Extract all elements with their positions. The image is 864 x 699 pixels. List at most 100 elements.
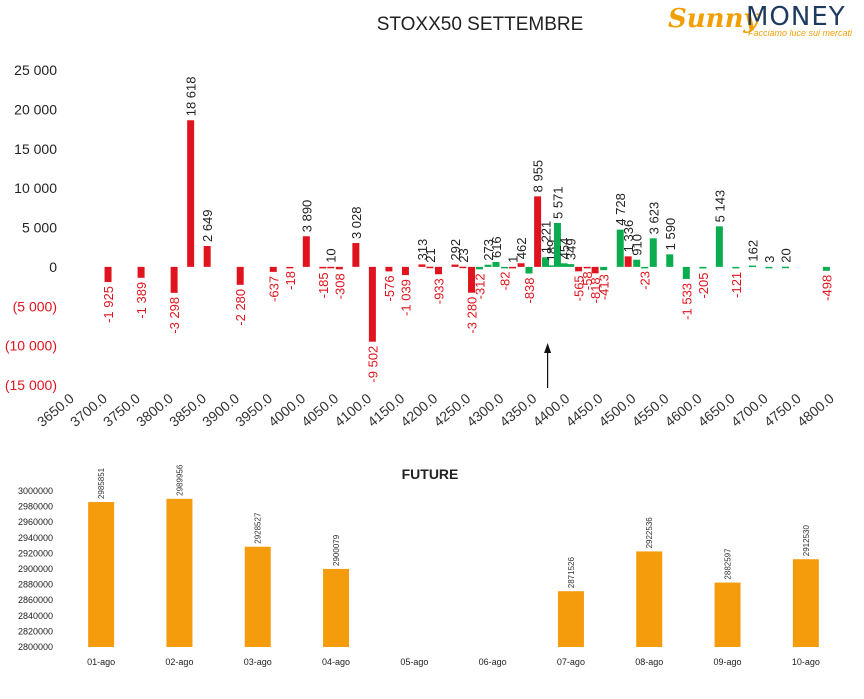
x-tick-label: 06-ago	[479, 657, 507, 667]
data-label: -1 039	[398, 279, 413, 316]
x-tick-label: 01-ago	[87, 657, 115, 667]
y-tick-label: 5 000	[22, 220, 57, 236]
y-tick-label: 0	[49, 259, 57, 275]
data-label: 5 143	[712, 190, 727, 223]
data-label: -82	[498, 272, 513, 291]
x-tick-label: 04-ago	[322, 657, 350, 667]
logo-brand-a: Sunny	[668, 4, 759, 34]
chart-title: STOXX50 SETTEMBRE	[376, 14, 584, 35]
bar	[302, 236, 310, 267]
bar	[616, 229, 624, 267]
data-label: 162	[745, 240, 760, 262]
bar	[327, 266, 335, 269]
bar	[542, 257, 550, 267]
bar	[203, 246, 211, 267]
bar	[323, 568, 350, 647]
bar	[732, 266, 740, 269]
data-label: 3	[762, 256, 777, 263]
future-chart-title: FUTURE	[401, 466, 459, 482]
bar	[748, 265, 756, 268]
data-label: 2882597	[724, 548, 733, 580]
bar	[792, 559, 819, 647]
data-label: -838	[522, 277, 537, 303]
data-label: 2985851	[97, 467, 106, 499]
bar	[492, 262, 500, 267]
data-label: 2928527	[254, 512, 263, 544]
bar	[517, 263, 525, 267]
bar	[286, 266, 294, 269]
data-label: -565	[572, 275, 587, 301]
y-tick-label: (15 000)	[5, 377, 57, 393]
data-label: 616	[489, 236, 504, 258]
data-label: -121	[729, 272, 744, 298]
data-label: 10	[324, 248, 339, 262]
bar	[624, 256, 632, 267]
data-label: -413	[597, 274, 612, 300]
bar	[781, 266, 789, 269]
data-label: 3 623	[646, 202, 661, 235]
bar	[385, 266, 393, 272]
data-label: 2871526	[567, 557, 576, 589]
bar	[451, 264, 459, 267]
bar	[459, 266, 467, 269]
data-label: -23	[638, 271, 653, 290]
bar	[475, 266, 483, 270]
logo-brand-b: MONEY	[746, 2, 846, 32]
data-label: 21	[423, 248, 438, 262]
data-label: 2 649	[200, 209, 215, 242]
y-tick-label: (5 000)	[13, 298, 57, 314]
data-label: -933	[431, 278, 446, 304]
data-label: 292	[448, 239, 463, 261]
bar	[699, 266, 707, 269]
x-tick-label: 07-ago	[557, 657, 585, 667]
bar	[434, 266, 442, 275]
data-label: -3 298	[167, 297, 182, 334]
bar	[187, 120, 195, 267]
bar	[525, 266, 533, 274]
data-label: 273	[481, 239, 496, 261]
y-tick-label: 2820000	[18, 626, 53, 636]
y-tick-label: 2860000	[18, 595, 53, 605]
data-label: 8 955	[531, 160, 546, 193]
bar	[557, 591, 584, 647]
x-tick-label: 05-ago	[400, 657, 428, 667]
bar	[633, 259, 641, 267]
bar	[468, 266, 476, 293]
bar	[682, 266, 690, 279]
data-label: 349	[564, 238, 579, 260]
bar	[534, 196, 542, 267]
data-label: 18 618	[184, 76, 199, 116]
bar	[715, 226, 723, 267]
y-tick-label: 2920000	[18, 548, 53, 558]
x-tick-label: 09-ago	[714, 657, 742, 667]
data-label: -308	[332, 273, 347, 299]
bar	[765, 266, 773, 269]
bar	[104, 266, 112, 283]
y-tick-label: 2900000	[18, 564, 53, 574]
bar	[822, 266, 830, 271]
y-tick-label: 2940000	[18, 533, 53, 543]
data-label: 462	[514, 238, 529, 260]
y-tick-label: 2880000	[18, 580, 53, 590]
y-tick-label: 2980000	[18, 502, 53, 512]
y-tick-label: 25 000	[14, 62, 57, 78]
data-label: -205	[696, 272, 711, 298]
data-label: -1 925	[101, 286, 116, 323]
bar	[88, 502, 115, 647]
y-tick-label: 15 000	[14, 141, 57, 157]
bar	[269, 266, 277, 272]
data-label: 2900079	[332, 534, 341, 566]
data-label: 2922536	[645, 517, 654, 549]
data-label: 4 728	[613, 193, 628, 226]
data-label: -2 280	[233, 289, 248, 326]
data-label: -498	[819, 275, 834, 301]
logo-tagline: Facciamo luce sui mercati	[748, 28, 853, 38]
bar	[352, 243, 360, 267]
bar	[508, 266, 516, 269]
data-label: 1 336	[621, 220, 636, 253]
data-label: 1	[505, 256, 520, 263]
data-label: 23	[456, 248, 471, 262]
bar	[137, 266, 145, 278]
annotation-arrowhead	[544, 343, 552, 353]
bar	[575, 266, 583, 272]
